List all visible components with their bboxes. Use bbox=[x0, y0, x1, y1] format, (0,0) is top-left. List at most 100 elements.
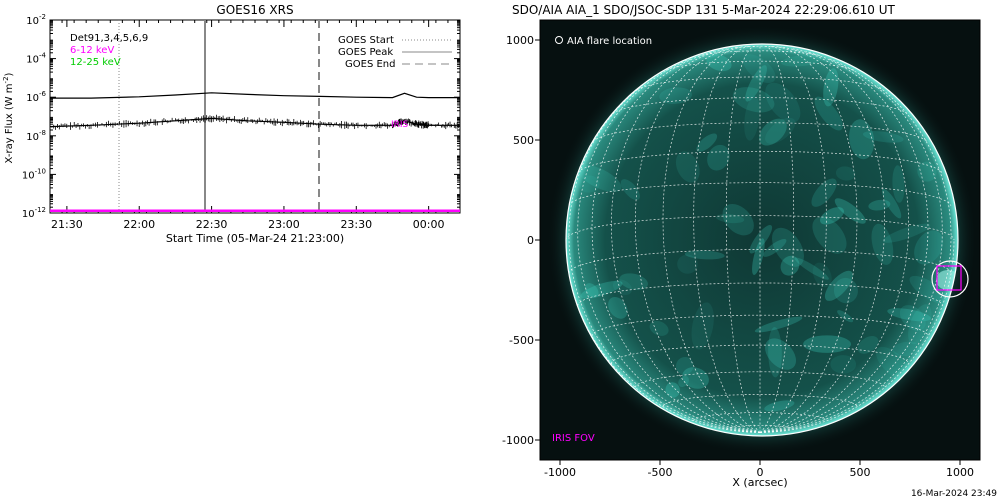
emission-feature bbox=[620, 179, 640, 201]
emission-feature bbox=[732, 87, 775, 113]
legend-goes-end: GOES End bbox=[345, 59, 395, 70]
emission-feature bbox=[811, 178, 837, 207]
iris-fov-box bbox=[936, 265, 962, 291]
emission-feature bbox=[812, 262, 832, 288]
aia-x-tick-label: -1000 bbox=[544, 466, 576, 479]
emission-feature bbox=[883, 223, 931, 243]
grid-line bbox=[759, 48, 909, 433]
legend-detectors: Det91,3,4,5,6,9 bbox=[70, 33, 148, 44]
emission-feature bbox=[914, 230, 944, 265]
emission-feature bbox=[677, 254, 698, 274]
aia-y-tick-label: -500 bbox=[509, 334, 534, 347]
aia-y-tick-label: -1000 bbox=[502, 434, 534, 447]
emission-feature bbox=[764, 400, 795, 412]
emission-feature bbox=[908, 304, 932, 345]
emission-feature bbox=[765, 117, 796, 144]
emission-feature bbox=[892, 165, 905, 203]
grid-line bbox=[634, 371, 886, 388]
emission-feature bbox=[875, 346, 912, 382]
emission-feature bbox=[780, 255, 800, 276]
emission-feature bbox=[765, 82, 801, 123]
emission-feature bbox=[577, 164, 622, 193]
emission-feature bbox=[868, 199, 891, 211]
emission-feature bbox=[612, 279, 633, 296]
emission-feature bbox=[768, 327, 782, 378]
heliographic-grid bbox=[566, 45, 955, 433]
emission-feature bbox=[835, 166, 856, 181]
grid-line bbox=[693, 412, 827, 422]
grid-line bbox=[577, 58, 761, 433]
emission-feature bbox=[781, 54, 822, 67]
grid-line bbox=[577, 282, 943, 306]
emission-feature bbox=[862, 131, 904, 143]
emission-feature bbox=[691, 302, 714, 350]
emission-feature bbox=[812, 216, 847, 254]
emission-feature bbox=[909, 275, 949, 304]
emission-feature bbox=[749, 224, 773, 254]
emission-feature bbox=[706, 54, 732, 72]
goes-lightcurve-panel: GOES16 XRS X-ray Flux (W m-2) 10-12 10-10… bbox=[2, 3, 461, 245]
emission-feature bbox=[682, 367, 709, 389]
emission-feature bbox=[744, 95, 760, 141]
emission-feature bbox=[834, 198, 866, 224]
emission-feature bbox=[899, 305, 926, 331]
emission-feature bbox=[608, 296, 628, 319]
grid-line bbox=[759, 46, 886, 433]
aia-xlabel: X (arcsec) bbox=[732, 476, 787, 489]
grid-line bbox=[759, 58, 943, 433]
emission-feature bbox=[580, 280, 623, 299]
emission-feature bbox=[752, 238, 765, 275]
grid-line bbox=[759, 45, 795, 433]
x-tick-label: 00:00 bbox=[413, 218, 445, 231]
emission-feature bbox=[830, 355, 857, 374]
legend-goes-start: GOES Start bbox=[338, 35, 394, 46]
aia-y-tick-label: 500 bbox=[513, 134, 534, 147]
iris-fov-label: IRIS FOV bbox=[552, 433, 595, 444]
aia-title: SDO/AIA AIA_1 SDO/JSOC-SDP 131 5-Mar-202… bbox=[512, 3, 896, 17]
emission-feature bbox=[803, 335, 851, 353]
aia-image-panel: SDO/AIA AIA_1 SDO/JSOC-SDP 131 5-Mar-202… bbox=[502, 3, 997, 499]
emission-feature bbox=[619, 273, 648, 290]
emission-feature bbox=[823, 68, 839, 107]
x-tick-label: 22:00 bbox=[123, 218, 155, 231]
y-tick-label: 10-12 bbox=[22, 206, 46, 220]
x-tick-label: 21:30 bbox=[51, 218, 83, 231]
grid-line bbox=[759, 45, 827, 433]
legend-12-25kev: 12-25 keV bbox=[70, 57, 121, 68]
aia-y-tick-label: 1000 bbox=[506, 34, 534, 47]
emission-feature bbox=[578, 175, 600, 193]
x-tick-label: 22:30 bbox=[196, 218, 228, 231]
x-tick-label: 23:30 bbox=[340, 218, 372, 231]
emission-feature bbox=[649, 320, 669, 336]
aia-x-tick-label: 1000 bbox=[946, 466, 974, 479]
grid-line bbox=[612, 97, 908, 114]
y-tick-label: 10-4 bbox=[26, 52, 46, 66]
grid-line bbox=[611, 344, 909, 364]
aia-x-tick-label: -500 bbox=[648, 466, 673, 479]
render-timestamp: 16-Mar-2024 23:49 bbox=[911, 489, 997, 499]
grid-line bbox=[725, 45, 761, 433]
emission-feature bbox=[771, 227, 804, 267]
aia-x-tick-label: 0 bbox=[757, 466, 764, 479]
grid-line bbox=[566, 215, 955, 241]
emission-feature bbox=[659, 87, 693, 104]
emission-feature bbox=[849, 119, 875, 160]
emission-feature bbox=[794, 257, 829, 280]
flare-location-circle bbox=[931, 260, 969, 298]
emission-feature bbox=[707, 144, 730, 171]
goes-xlabel: Start Time (05-Mar-24 21:23:00) bbox=[166, 232, 344, 245]
emission-feature bbox=[759, 118, 787, 146]
emission-feature bbox=[675, 151, 700, 183]
emission-feature bbox=[824, 270, 853, 301]
emission-feature bbox=[857, 336, 879, 354]
flare-legend-label: AIA flare location bbox=[567, 36, 652, 47]
emission-feature bbox=[765, 338, 797, 370]
goes-title: GOES16 XRS bbox=[216, 3, 293, 17]
emission-feature bbox=[745, 65, 767, 102]
emission-feature bbox=[675, 356, 694, 375]
flare-legend-icon bbox=[555, 36, 563, 44]
emission-feature bbox=[696, 133, 718, 152]
y-tick-label: 10-10 bbox=[22, 167, 46, 181]
legend-6-12kev: 6-12 keV bbox=[70, 45, 114, 56]
grid-line bbox=[759, 46, 858, 433]
